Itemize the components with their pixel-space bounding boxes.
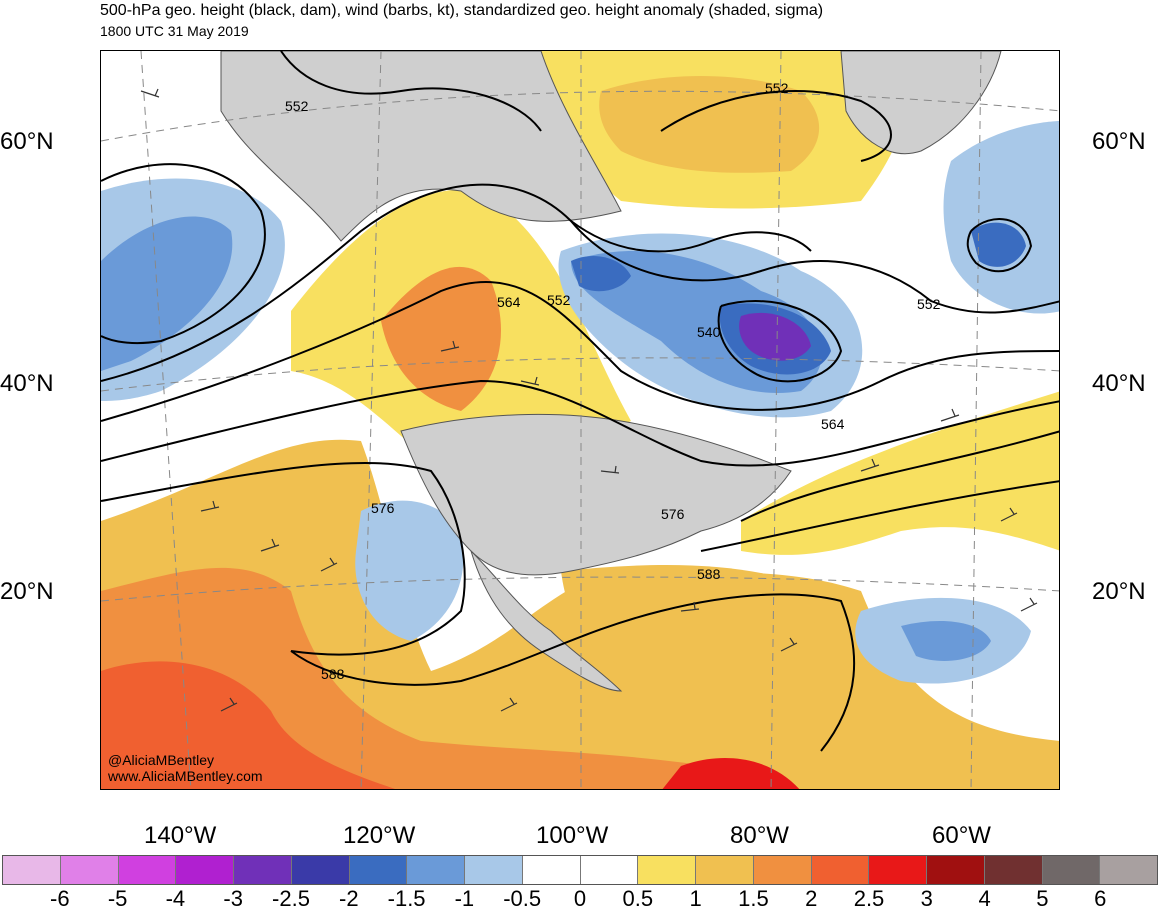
positive-anomaly-atlantic	[741, 391, 1059, 555]
colorbar-swatch	[869, 856, 927, 884]
lat-label-40n-left: 40°N	[0, 370, 54, 397]
colorbar-swatch	[696, 856, 754, 884]
colorbar-swatch	[291, 856, 350, 884]
positive-anomaly-north-core	[599, 76, 820, 173]
lat-label-40n-right: 40°N	[1092, 370, 1146, 397]
colorbar-swatch	[349, 856, 408, 884]
wind-barbs	[140, 88, 1038, 712]
colorbar-swatch	[638, 856, 696, 884]
contour-label: 564	[821, 416, 845, 432]
contour-label: 552	[547, 292, 571, 308]
contour-label: 576	[661, 506, 685, 522]
colorbar-label: -2.5	[272, 886, 310, 911]
negative-anomaly-labrador	[943, 121, 1059, 314]
colorbar-swatch	[118, 856, 177, 884]
lat-label-20n-right: 20°N	[1092, 578, 1146, 605]
colorbar-swatch	[465, 856, 523, 884]
contour-label: 576	[371, 500, 395, 516]
colorbar-swatch	[753, 856, 812, 884]
colorbar-swatch	[927, 856, 985, 884]
lon-label-80w: 80°W	[730, 822, 789, 849]
credit-website: www.AliciaMBentley.com	[108, 768, 263, 784]
negative-anomaly-mexico	[355, 500, 464, 641]
valid-time: 1800 UTC 31 May 2019	[100, 23, 249, 39]
positive-anomaly-max	[662, 758, 800, 789]
positive-anomaly-strong	[101, 661, 396, 789]
colorbar-label: 0	[573, 886, 587, 911]
colorbar-label: -5	[107, 886, 128, 911]
negative-anomaly-hudson-core	[571, 256, 631, 292]
contour-label: 588	[321, 666, 345, 682]
colorbar-swatch	[1100, 856, 1157, 884]
colorbar-label: 2.5	[853, 886, 885, 911]
colorbar-label: -2	[339, 886, 359, 911]
contour-labels: 552 552 552 552 540 564 564 576 576 588 …	[285, 80, 941, 682]
colorbar-label: 1	[689, 886, 702, 911]
negative-anomaly-subtropical-atlantic-core	[901, 621, 991, 661]
colorbar-swatch	[1042, 856, 1101, 884]
land-greenland	[840, 51, 1002, 155]
map-canvas: 552 552 552 552 540 564 564 576 576 588 …	[101, 51, 1059, 789]
lon-label-140w: 140°W	[144, 822, 217, 849]
colorbar-label: -6	[50, 886, 70, 911]
weather-map: 552 552 552 552 540 564 564 576 576 588 …	[100, 50, 1060, 790]
positive-anomaly-west-core	[381, 266, 501, 411]
lon-label-60w: 60°W	[932, 822, 991, 849]
colorbar-labels: -6 -5 -4 -3 -2.5 -2 -1.5 -1 -0.5 0 0.5 1 1.5 2 2.5 3 4 5 6	[0, 884, 1160, 912]
colorbar-swatch	[580, 856, 639, 884]
colorbar-label: 0.5	[622, 886, 654, 911]
colorbar-label: -4	[165, 886, 186, 911]
colorbar-label: 4	[978, 886, 991, 911]
negative-anomaly-great-lakes-core	[739, 312, 811, 361]
colorbar-label: -1.5	[387, 886, 426, 911]
colorbar-label: -0.5	[503, 886, 542, 911]
colorbar	[2, 855, 1158, 885]
positive-anomaly-caribbean	[561, 565, 821, 681]
negative-anomaly-labrador-core	[971, 222, 1026, 267]
colorbar-swatch	[234, 856, 292, 884]
height-contours	[101, 51, 1059, 752]
colorbar-label: 3	[920, 886, 933, 911]
negative-anomaly-pacific-core	[101, 216, 233, 371]
contour-label: 552	[285, 98, 309, 114]
colorbar-swatch	[176, 856, 234, 884]
contour-label: 552	[765, 80, 789, 96]
lat-label-20n-left: 20°N	[0, 578, 54, 605]
lat-label-60n-right: 60°N	[1092, 128, 1146, 155]
chart-title: 500-hPa geo. height (black, dam), wind (…	[100, 2, 824, 19]
colorbar-label: 5	[1036, 886, 1049, 911]
colorbar-swatch	[3, 856, 61, 884]
colorbar-label: 6	[1094, 886, 1107, 911]
colorbar-swatch	[522, 856, 581, 884]
colorbar-label: -3	[223, 886, 243, 911]
land-north-america	[220, 51, 622, 242]
colorbar-label: 1.5	[738, 886, 769, 911]
land-mexico	[470, 550, 623, 692]
colorbar-swatch	[984, 856, 1043, 884]
contour-label: 540	[697, 324, 721, 340]
lon-label-100w: 100°W	[536, 822, 609, 849]
contour-label: 552	[917, 296, 941, 312]
colorbar-label: -1	[454, 886, 475, 911]
credit-handle: @AliciaMBentley	[108, 752, 215, 768]
lon-label-120w: 120°W	[343, 822, 416, 849]
contour-label: 588	[697, 566, 721, 582]
colorbar-swatch	[60, 856, 119, 884]
lat-label-60n-left: 60°N	[0, 128, 54, 155]
contour-label: 564	[497, 294, 521, 310]
colorbar-swatch	[407, 856, 465, 884]
colorbar-label: 2	[805, 886, 818, 911]
colorbar-swatch	[811, 856, 870, 884]
